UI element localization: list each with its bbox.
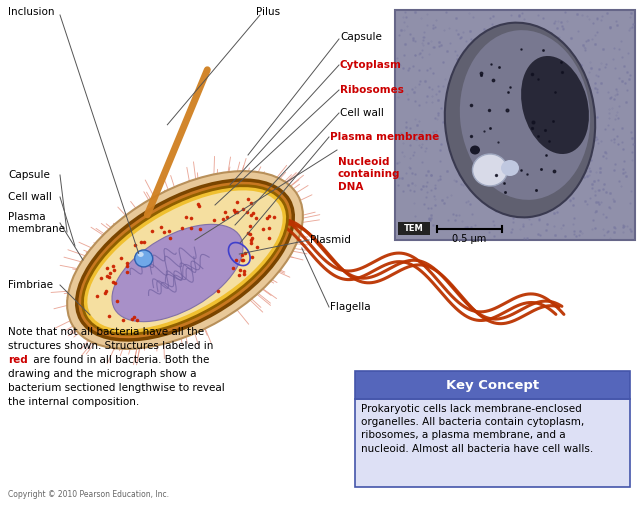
Ellipse shape xyxy=(83,186,287,334)
Text: drawing and the micrograph show a: drawing and the micrograph show a xyxy=(8,369,196,379)
Ellipse shape xyxy=(521,56,589,154)
Ellipse shape xyxy=(112,224,243,322)
Text: Prokaryotic cells lack membrane-enclosed
organelles. All bacteria contain cytopl: Prokaryotic cells lack membrane-enclosed… xyxy=(361,404,593,453)
FancyBboxPatch shape xyxy=(355,371,630,399)
Ellipse shape xyxy=(470,145,480,155)
Ellipse shape xyxy=(501,160,519,176)
Text: Plasma
membrane: Plasma membrane xyxy=(8,212,65,234)
Text: Capsule: Capsule xyxy=(8,170,50,180)
Ellipse shape xyxy=(138,252,144,257)
Text: Flagella: Flagella xyxy=(330,302,371,312)
Ellipse shape xyxy=(472,154,508,186)
Text: Pilus: Pilus xyxy=(256,7,280,17)
Text: Cytoplasm: Cytoplasm xyxy=(340,60,402,70)
Text: Ribosomes: Ribosomes xyxy=(340,85,404,95)
Text: Inclusion: Inclusion xyxy=(8,7,54,17)
Text: Nucleoid
containing
DNA: Nucleoid containing DNA xyxy=(338,157,401,192)
Text: the internal composition.: the internal composition. xyxy=(8,397,140,407)
Text: Copyright © 2010 Pearson Education, Inc.: Copyright © 2010 Pearson Education, Inc. xyxy=(8,490,169,499)
Text: red: red xyxy=(8,355,28,365)
Ellipse shape xyxy=(134,250,153,267)
Text: are found in all bacteria. Both the: are found in all bacteria. Both the xyxy=(30,355,209,365)
Text: Cell wall: Cell wall xyxy=(340,108,384,118)
Text: TEM: TEM xyxy=(404,224,424,233)
Ellipse shape xyxy=(445,23,595,217)
Text: Capsule: Capsule xyxy=(340,32,382,42)
Ellipse shape xyxy=(87,190,283,330)
Ellipse shape xyxy=(460,30,590,200)
FancyBboxPatch shape xyxy=(398,222,430,235)
Text: structures shown. Structures labeled in: structures shown. Structures labeled in xyxy=(8,341,213,351)
Text: Cell wall: Cell wall xyxy=(8,192,52,202)
Text: bacterium sectioned lengthwise to reveal: bacterium sectioned lengthwise to reveal xyxy=(8,383,225,393)
FancyBboxPatch shape xyxy=(395,10,635,240)
Text: Note that not all bacteria have all the: Note that not all bacteria have all the xyxy=(8,327,204,337)
Ellipse shape xyxy=(67,171,303,349)
Text: Plasmid: Plasmid xyxy=(310,235,351,245)
FancyBboxPatch shape xyxy=(355,399,630,487)
Text: Key Concept: Key Concept xyxy=(446,379,539,391)
Text: 0.5 µm: 0.5 µm xyxy=(452,234,486,244)
Ellipse shape xyxy=(77,180,293,340)
Text: Plasma membrane: Plasma membrane xyxy=(330,132,439,142)
Text: Fimbriae: Fimbriae xyxy=(8,280,53,290)
